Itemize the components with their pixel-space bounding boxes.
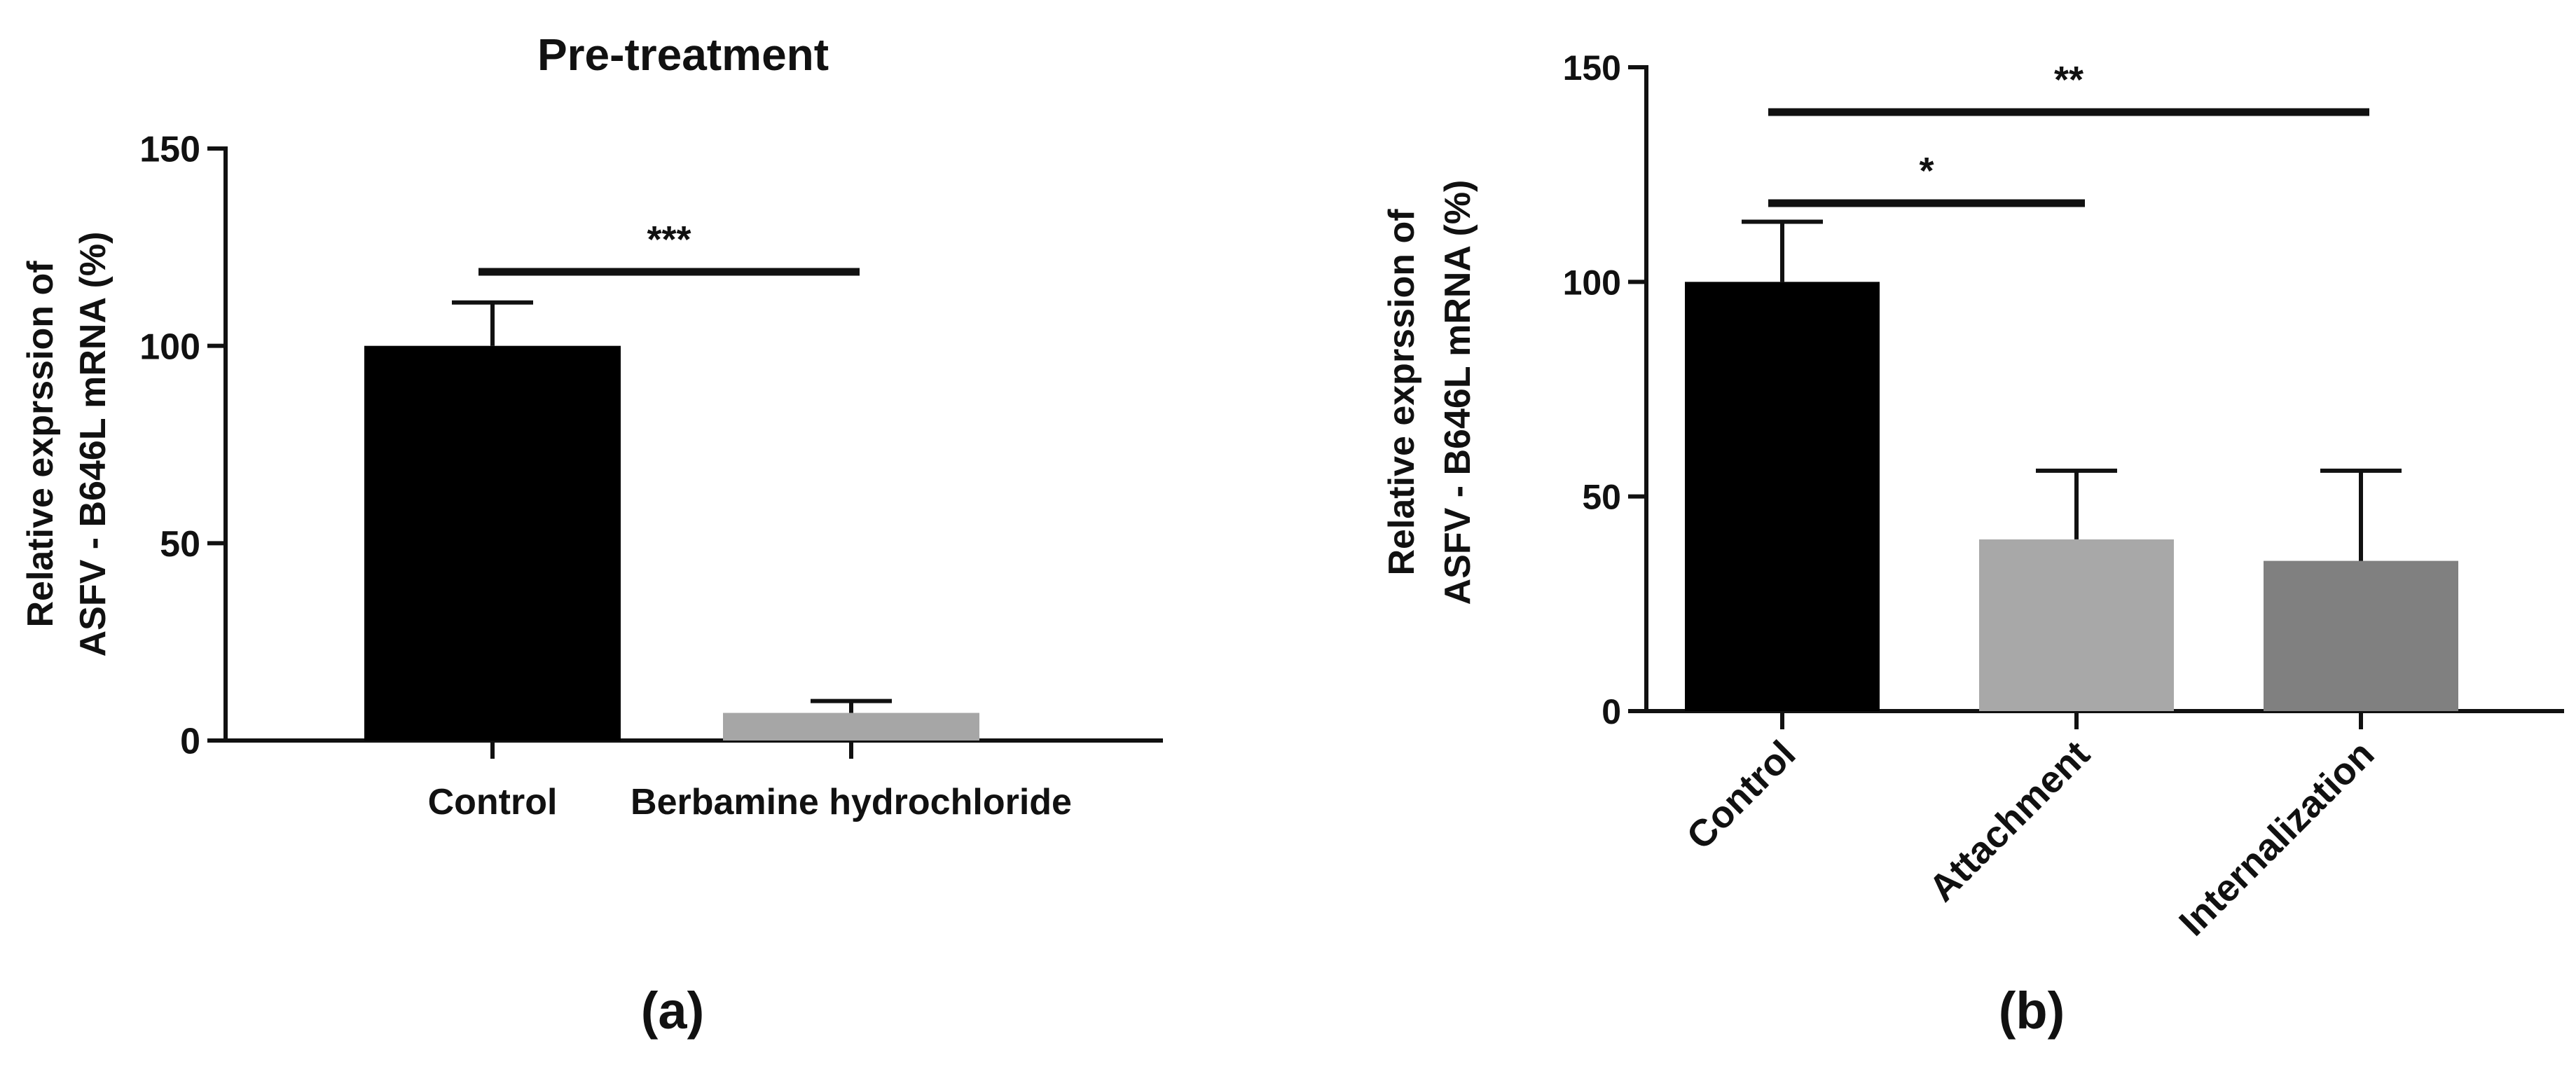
y-axis-label: ASFV - B646L mRNA (%) [1438, 180, 1478, 605]
y-axis-label: ASFV - B646L mRNA (%) [73, 232, 113, 657]
bar [1685, 282, 1880, 711]
x-tick-label: Attachment [1921, 733, 2098, 909]
significance-label: * [1919, 150, 1934, 192]
y-tick-label: 150 [139, 130, 200, 170]
y-tick-label: 0 [180, 722, 200, 762]
panel-label: (a) [641, 982, 704, 1040]
bar [723, 712, 979, 741]
y-tick-label: 50 [160, 524, 200, 565]
chart-title: Pre-treatment [537, 29, 829, 80]
bar [364, 345, 621, 741]
panel-b: Relative exprssion of ASFV - B646L mRNA (… [1382, 48, 2564, 1040]
y-tick-label: 100 [1563, 263, 1621, 302]
significance-label: *** [647, 219, 691, 261]
x-tick-label: Internalization [2171, 733, 2382, 944]
y-tick-label: 0 [1602, 692, 1621, 731]
y-tick-label: 150 [1563, 48, 1621, 88]
x-tick-label: Control [1679, 733, 1803, 858]
y-axis-label: Relative exprssion of [1382, 209, 1422, 576]
bar [2264, 560, 2458, 711]
bar [1979, 539, 2174, 711]
x-tick-label: Berbamine hydrochloride [631, 782, 1072, 822]
x-tick-label: Control [428, 782, 558, 822]
panel-a: Pre-treatment Relative exprssion of ASFV -… [20, 29, 1163, 1040]
y-axis-label: Relative exprssion of [20, 261, 61, 628]
y-tick-label: 50 [1582, 478, 1621, 517]
y-tick-label: 100 [139, 326, 200, 367]
panel-label: (b) [1999, 982, 2065, 1040]
significance-label: ** [2054, 59, 2083, 101]
